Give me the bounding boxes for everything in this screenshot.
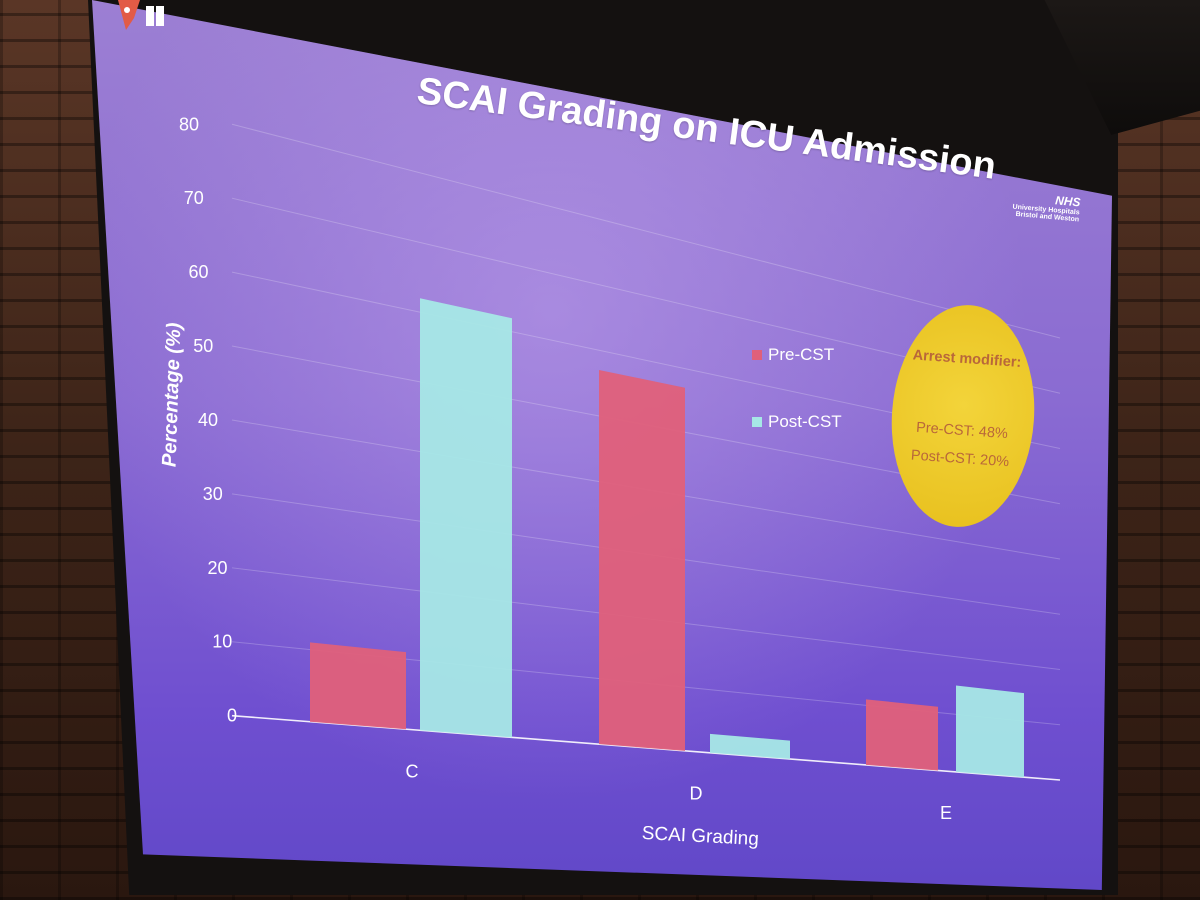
y-tick-label: 80 bbox=[179, 114, 199, 134]
conference-logo-icon bbox=[118, 0, 164, 30]
badge-title: Arrest modifier: bbox=[912, 347, 1022, 371]
y-tick-label: 60 bbox=[188, 262, 208, 282]
legend-item-pre-cst: Pre-CST bbox=[752, 345, 834, 365]
gridline bbox=[231, 123, 1061, 339]
y-tick-label: 50 bbox=[193, 336, 213, 356]
legend-label-pre-cst: Pre-CST bbox=[768, 345, 835, 364]
bar-pre-cst-d bbox=[599, 369, 685, 751]
x-tick-label: E bbox=[940, 803, 952, 823]
x-tick-label: D bbox=[690, 784, 703, 804]
x-axis-title: SCAI Grading bbox=[641, 823, 759, 850]
bar-pre-cst-e bbox=[866, 699, 938, 771]
y-tick-label: 0 bbox=[227, 706, 237, 726]
bar-post-cst-e bbox=[956, 685, 1024, 778]
y-tick-label: 20 bbox=[207, 558, 227, 578]
y-tick-label: 40 bbox=[198, 410, 218, 430]
bar-post-cst-c bbox=[420, 298, 512, 738]
y-tick-label: 30 bbox=[203, 484, 223, 504]
y-tick-label: 10 bbox=[212, 632, 232, 652]
legend-swatch-pre-cst bbox=[752, 350, 762, 360]
bar-post-cst-d bbox=[710, 733, 790, 760]
legend-item-post-cst: Post-CST bbox=[752, 412, 842, 432]
y-tick-label: 70 bbox=[184, 188, 204, 208]
bar-pre-cst-c bbox=[310, 642, 406, 730]
y-axis-title: Percentage (%) bbox=[158, 322, 185, 468]
badge-post-cst: Post-CST: 20% bbox=[910, 447, 1010, 471]
legend-label-post-cst: Post-CST bbox=[768, 412, 842, 431]
legend-swatch-post-cst bbox=[752, 417, 762, 427]
badge-pre-cst: Pre-CST: 48% bbox=[915, 419, 1009, 443]
x-tick-label: C bbox=[406, 762, 419, 782]
